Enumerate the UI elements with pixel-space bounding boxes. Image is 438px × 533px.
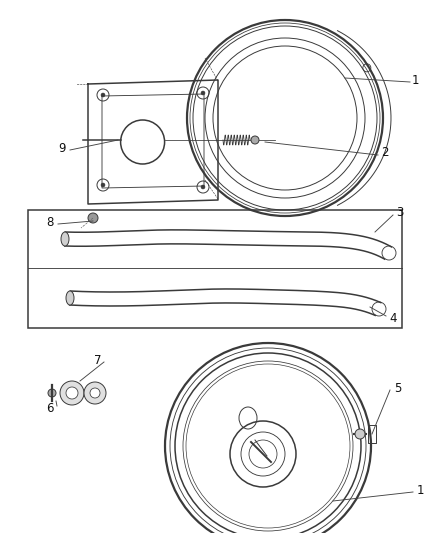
Ellipse shape (61, 232, 69, 246)
Circle shape (101, 93, 105, 97)
Circle shape (251, 136, 259, 144)
Circle shape (101, 183, 105, 187)
Text: 4: 4 (389, 311, 397, 325)
Text: 3: 3 (396, 206, 404, 220)
Circle shape (201, 91, 205, 95)
Text: 1: 1 (416, 483, 424, 497)
Circle shape (201, 185, 205, 189)
Circle shape (90, 388, 100, 398)
Text: 6: 6 (46, 401, 54, 415)
Circle shape (66, 387, 78, 399)
Text: 1: 1 (411, 74, 419, 86)
Circle shape (88, 213, 98, 223)
Circle shape (48, 389, 56, 397)
Text: 2: 2 (381, 147, 389, 159)
Circle shape (84, 382, 106, 404)
Ellipse shape (66, 291, 74, 305)
Text: 8: 8 (46, 215, 54, 229)
Text: 7: 7 (94, 353, 102, 367)
Circle shape (60, 381, 84, 405)
Circle shape (355, 429, 365, 439)
Text: 5: 5 (394, 382, 402, 394)
Bar (28, 210, 402, 328)
Text: 9: 9 (58, 141, 66, 155)
